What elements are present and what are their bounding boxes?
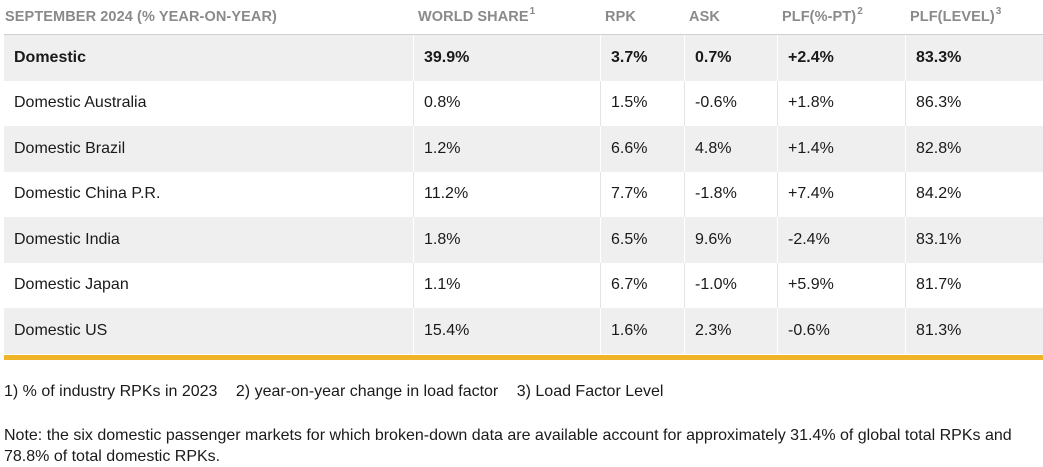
cell-plf-pt: -0.6% [777,308,905,354]
cell-ask: -1.0% [684,262,777,308]
table-row: Domestic India 1.8% 6.5% 9.6% -2.4% 83.1… [4,217,1043,263]
cell-plf-pt: +1.8% [777,80,905,126]
table-header: SEPTEMBER 2024 (% YEAR-ON-YEAR) WORLD SH… [4,0,1043,35]
cell-rpk: 1.5% [600,80,684,126]
cell-plf-level: 86.3% [905,80,1043,126]
table-row: Domestic China P.R. 11.2% 7.7% -1.8% +7.… [4,171,1043,217]
header-plf-pt: PLF(%-PT) 2 [777,0,905,34]
cell-world-share: 1.1% [413,262,600,308]
footnote-1: 1) % of industry RPKs in 2023 [4,383,218,400]
cell-ask: 4.8% [684,126,777,172]
cell-market: Domestic US [14,321,108,339]
cell-world-share: 1.8% [413,217,600,263]
header-rpk: RPK [600,0,684,34]
cell-plf-pt: +5.9% [777,262,905,308]
cell-rpk: 6.6% [600,126,684,172]
cell-market: Domestic [14,48,87,66]
cell-ask: -1.8% [684,171,777,217]
table-row: Domestic Australia 0.8% 1.5% -0.6% +1.8%… [4,80,1043,126]
cell-market: Domestic India [14,230,120,248]
cell-plf-pt: +1.4% [777,126,905,172]
cell-ask: 0.7% [684,35,777,81]
table-row: Domestic Japan 1.1% 6.7% -1.0% +5.9% 81.… [4,262,1043,308]
header-plf-level: PLF(LEVEL) 3 [905,0,1043,34]
cell-rpk: 6.7% [600,262,684,308]
footnote-3: 3) Load Factor Level [516,383,664,400]
cell-plf-level: 83.3% [905,35,1043,81]
header-ask: ASK [684,0,777,34]
cell-market: Domestic China P.R. [14,185,161,203]
cell-plf-level: 81.3% [905,308,1043,354]
cell-ask: 2.3% [684,308,777,354]
cell-world-share: 0.8% [413,80,600,126]
footnote-2: 2) year-on-year change in load factor [235,383,499,400]
cell-ask: -0.6% [684,80,777,126]
cell-plf-level: 84.2% [905,171,1043,217]
footnotes: 1) % of industry RPKs in 2023 2) year-on… [4,383,663,401]
table-row: Domestic 39.9% 3.7% 0.7% +2.4% 83.3% [4,35,1043,81]
data-table: SEPTEMBER 2024 (% YEAR-ON-YEAR) WORLD SH… [4,0,1043,360]
cell-rpk: 6.5% [600,217,684,263]
header-market: SEPTEMBER 2024 (% YEAR-ON-YEAR) [5,9,277,25]
cell-plf-pt: +2.4% [777,35,905,81]
cell-market: Domestic Japan [14,276,129,294]
cell-world-share: 1.2% [413,126,600,172]
cell-rpk: 7.7% [600,171,684,217]
cell-world-share: 39.9% [413,35,600,81]
table-bottom-rule [4,354,1043,360]
cell-rpk: 3.7% [600,35,684,81]
cell-world-share: 15.4% [413,308,600,354]
note-text: Note: the six domestic passenger markets… [4,427,1012,465]
table-row: Domestic Brazil 1.2% 6.6% 4.8% +1.4% 82.… [4,126,1043,172]
cell-plf-level: 82.8% [905,126,1043,172]
cell-plf-pt: +7.4% [777,171,905,217]
cell-market: Domestic Australia [14,94,147,112]
cell-plf-pt: -2.4% [777,217,905,263]
cell-market: Domestic Brazil [14,139,126,157]
cell-ask: 9.6% [684,217,777,263]
cell-world-share: 11.2% [413,171,600,217]
cell-plf-level: 81.7% [905,262,1043,308]
table-row: Domestic US 15.4% 1.6% 2.3% -0.6% 81.3% [4,308,1043,354]
header-world-share: WORLD SHARE 1 [413,0,600,34]
cell-rpk: 1.6% [600,308,684,354]
cell-plf-level: 83.1% [905,217,1043,263]
